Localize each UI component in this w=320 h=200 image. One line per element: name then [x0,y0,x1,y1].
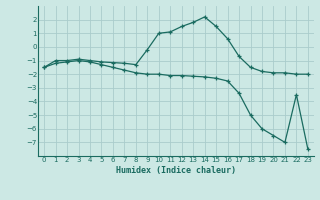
X-axis label: Humidex (Indice chaleur): Humidex (Indice chaleur) [116,166,236,175]
